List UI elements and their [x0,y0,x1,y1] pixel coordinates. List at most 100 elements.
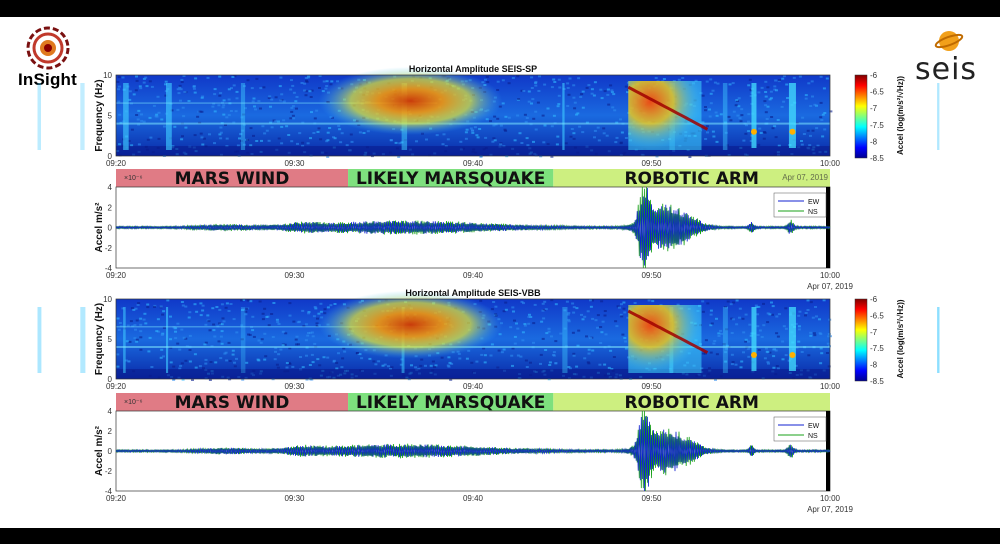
colorbar-tick-label: -6 [870,71,878,80]
waveform-edge-bar [826,411,830,491]
insight-logo-icon [26,26,70,70]
spectrogram-title: Horizontal Amplitude SEIS-VBB [405,288,541,298]
legend-entry: NS [808,433,818,440]
colorbar-tick-label: -8 [870,137,878,146]
y-tick-label: 4 [108,183,113,192]
y-tick-label: -2 [105,467,113,476]
top-letterbox-bar [0,0,1000,17]
legend-entry: NS [808,209,818,216]
y-tick-label: 4 [108,407,113,416]
low-frequency-band [116,146,830,156]
event-band-label: ROBOTIC ARM [624,169,758,189]
low-frequency-band [116,369,830,379]
y-tick-label: -2 [105,244,113,253]
y-tick-label: -4 [105,264,113,273]
colorbar-label: Accel (log(m/s²/√Hz)) [896,299,905,378]
legend-entry: EW [808,199,820,206]
colorbar-tick-label: -6.5 [870,88,884,97]
colorbar-tick-label: -7 [870,104,878,113]
y-axis-label: Accel m/s² [94,202,105,253]
event-band [348,393,554,411]
x-tick-label: 09:50 [641,494,662,503]
x-tick-label: 09:50 [641,271,662,280]
y-tick-label: 10 [103,71,112,80]
spectrogram-title: Horizontal Amplitude SEIS-SP [409,64,537,74]
event-band-label: ROBOTIC ARM [624,393,758,413]
burst-2 [788,307,796,371]
colorbar-tick-label: -6 [870,295,878,304]
event-band [348,169,554,187]
marsquake-energy [318,66,503,135]
x-tick-label: 09:30 [284,382,305,391]
x-tick-label: 09:50 [641,382,662,391]
y-axis-label: Frequency (Hz) [94,79,105,151]
x-tick-label: 10:00 [820,494,841,503]
y-tick-label: 5 [108,112,113,121]
colorbar [854,298,868,382]
x-tick-label: 09:30 [284,271,305,280]
y-tick-label: 0 [108,152,113,161]
legend: EW NS [773,192,827,218]
colorbar-tick-label: -8.5 [870,154,884,163]
event-band [116,169,349,187]
event-band-label: MARS WIND [175,169,290,189]
x-tick-label: 09:40 [463,382,484,391]
marsquake-energy [318,290,503,359]
series-ew-line [115,416,831,492]
date-label: Apr 07, 2019 [807,282,853,291]
event-band-label: MARS WIND [175,393,290,413]
x-tick-label: 10:00 [820,271,841,280]
y-axis-label: Frequency (Hz) [94,303,105,375]
y-axis-label: Accel m/s² [94,425,105,476]
date-label: Apr 07, 2019 [807,505,853,514]
legend-box [773,416,827,442]
y-tick-label: 0 [108,447,113,456]
series-ew-line [115,187,831,266]
y-tick-label: 2 [108,203,113,212]
spectrogram-frame [115,74,831,157]
event-band-label: LIKELY MARSQUAKE [356,393,545,413]
x-tick-label: 10:00 [820,382,841,391]
x-tick-label: 09:20 [106,271,127,280]
x-tick-label: 09:30 [284,159,305,168]
y-tick-label: 10 [103,295,112,304]
x-tick-label: 09:40 [463,271,484,280]
burst-2 [788,83,796,148]
x-tick-label: 10:00 [820,159,841,168]
colorbar-tick-label: -7 [870,328,878,337]
event-band [116,393,349,411]
colorbar-tick-label: -8.5 [870,377,884,386]
event-band-label: LIKELY MARSQUAKE [356,169,545,189]
colorbar-tick-label: -7.5 [870,121,884,130]
event-band [553,169,830,187]
x-tick-label: 09:20 [106,159,127,168]
spectrogram-date-label: Apr 07, 2019 [782,173,828,182]
spectrogram-panel-2: Horizontal Amplitude SEIS-VBB 0 5 10Frequen… [37,288,940,391]
y-tick-label: 0 [108,375,113,384]
arm-chirp-curve [627,309,709,354]
x-tick-label: 09:20 [106,382,127,391]
x-tick-label: 09:40 [463,159,484,168]
legend-box [773,192,827,218]
y-exponent-label: ×10⁻⁶ [124,175,143,182]
colorbar-label: Accel (log(m/s²/√Hz)) [896,76,905,155]
x-tick-label: 09:50 [641,159,662,168]
seis-logo-text: seis [915,52,978,87]
insight-logo-text: InSight [18,70,77,89]
colorbar-tick-label: -7.5 [870,344,884,353]
burst-1 [751,307,757,371]
x-tick-label: 09:40 [463,494,484,503]
burst-1 [751,83,757,148]
spectrogram-frame [115,298,831,380]
event-band [553,393,830,411]
y-tick-label: 0 [108,224,113,233]
colorbar [854,74,868,159]
seis-logo-icon [934,31,964,51]
legend: EW NS [773,416,827,442]
legend-entry: EW [808,423,820,430]
colorbar-tick-label: -8 [870,361,878,370]
arm-chirp-curve [627,85,709,131]
x-tick-label: 09:20 [106,494,127,503]
waveform-panel-1: MARS WIND LIKELY MARSQUAKE ROBOTIC ARM Apr … [94,169,853,291]
